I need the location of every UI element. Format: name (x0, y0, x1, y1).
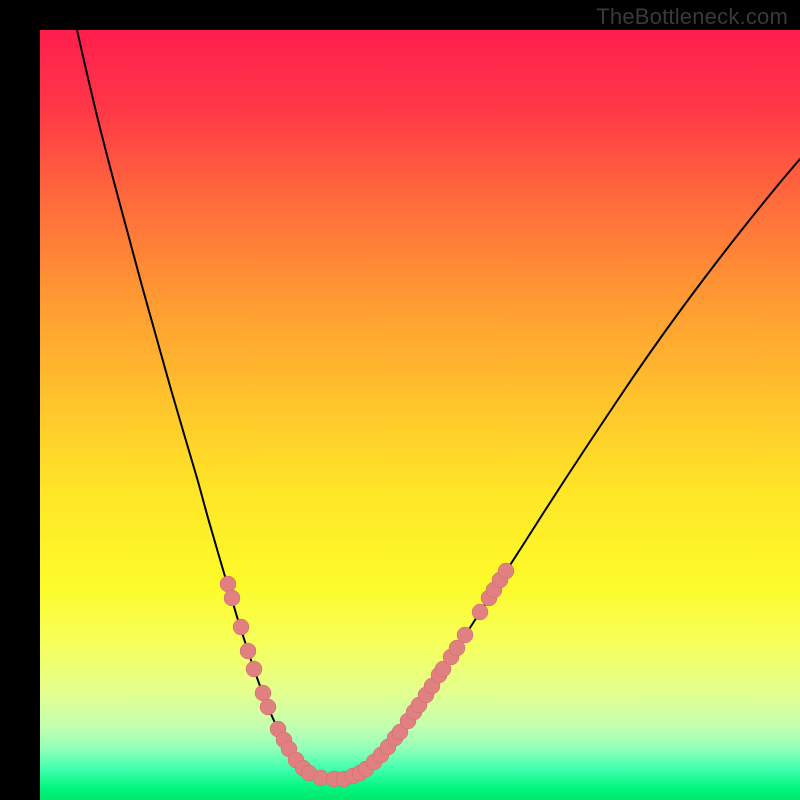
data-marker (457, 627, 473, 643)
data-marker (240, 643, 256, 659)
curve-layer (0, 0, 800, 800)
watermark-text: TheBottleneck.com (596, 4, 788, 30)
plot-area (40, 30, 800, 800)
data-marker (498, 563, 514, 579)
data-marker (220, 576, 236, 592)
marker-group (220, 563, 514, 787)
data-marker (472, 604, 488, 620)
data-marker (233, 619, 249, 635)
data-marker (255, 685, 271, 701)
data-marker (246, 661, 262, 677)
data-marker (260, 699, 276, 715)
outer-frame: TheBottleneck.com (0, 0, 800, 800)
data-marker (224, 590, 240, 606)
